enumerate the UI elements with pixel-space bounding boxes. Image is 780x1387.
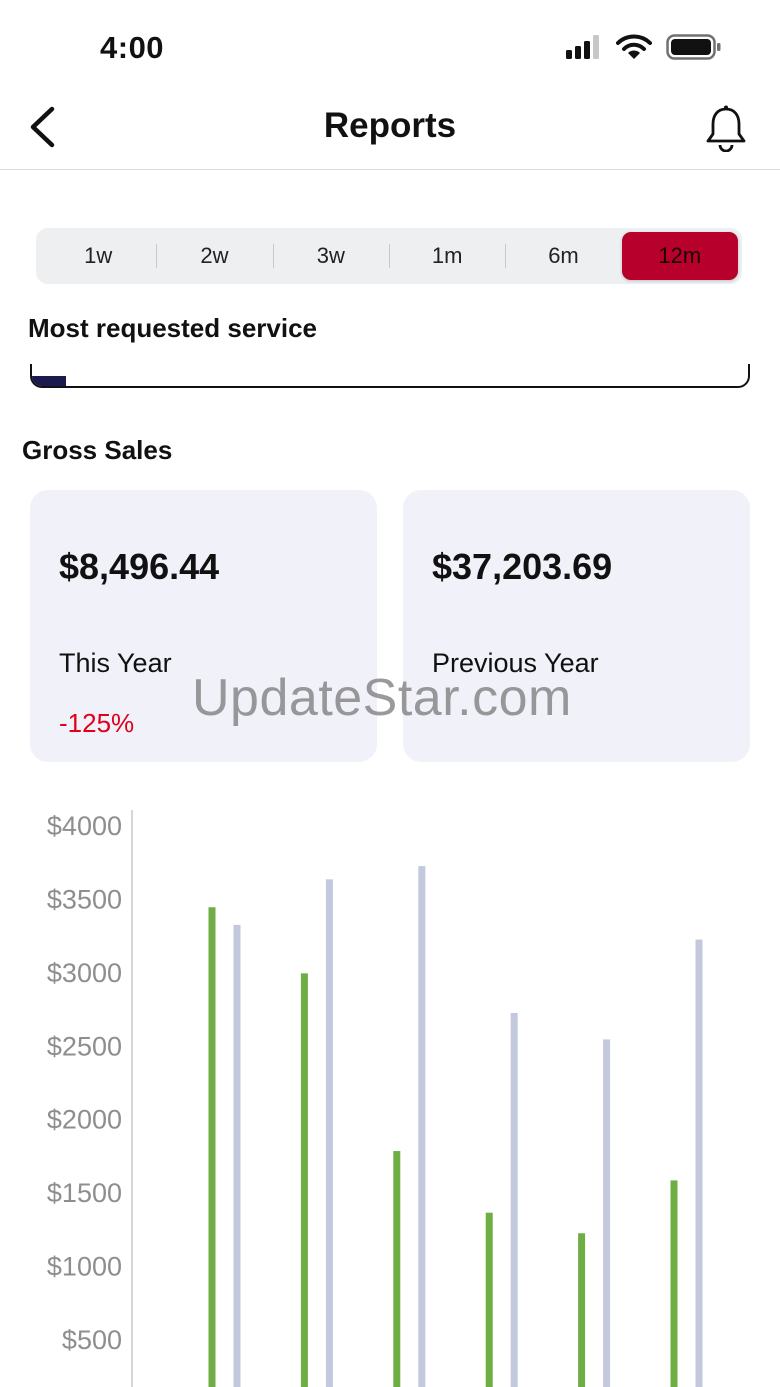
back-button[interactable]: [22, 106, 62, 152]
y-tick-label: $3000: [47, 958, 122, 988]
previous-year-amount: $37,203.69: [432, 546, 613, 587]
y-tick-label: $4000: [47, 811, 122, 841]
this-year-change: -125%: [59, 708, 135, 738]
tab-6m[interactable]: 6m: [505, 232, 621, 280]
this-year-bar: [578, 1233, 586, 1387]
tab-2w[interactable]: 2w: [156, 232, 272, 280]
previous-year-bar: [325, 879, 333, 1387]
this-year-bar: [208, 907, 216, 1387]
notifications-button[interactable]: [702, 104, 750, 156]
y-tick-label: $2500: [47, 1031, 122, 1061]
nav-bar: Reports: [0, 100, 780, 170]
previous-year-bar: [418, 866, 426, 1387]
this-year-bar: [300, 973, 308, 1387]
this-year-card: $8,496.44 This Year -125%: [30, 490, 377, 762]
page-title: Reports: [323, 106, 457, 145]
y-tick-label: $3500: [47, 884, 122, 914]
previous-year-card: $37,203.69 Previous Year: [403, 490, 750, 762]
most-requested-heading: Most requested service: [28, 313, 318, 343]
tab-1m[interactable]: 1m: [388, 232, 505, 280]
status-time: 4:00: [100, 30, 165, 65]
chevron-left-icon: [28, 106, 56, 153]
y-tick-label: $2000: [47, 1105, 122, 1135]
gross-sales-chart-svg: $500 $1000 $1500 $2000 $2500 $3000 $3500 $4000: [47, 810, 703, 1387]
wifi-icon: [616, 34, 652, 65]
service-bar-fill: [32, 376, 66, 386]
tab-12m[interactable]: 12m: [621, 232, 738, 280]
previous-year-bar: [233, 924, 241, 1387]
status-icons: [566, 34, 722, 65]
cellular-signal-icon: [566, 35, 602, 64]
tab-3w[interactable]: 3w: [272, 232, 389, 280]
status-bar: 4:00: [0, 0, 780, 100]
previous-year-bar: [695, 939, 703, 1387]
gross-sales-heading: Gross Sales: [22, 435, 173, 465]
previous-year-bar: [603, 1039, 611, 1387]
y-tick-label: $1000: [47, 1252, 122, 1282]
this-year-bar: [670, 1180, 678, 1387]
battery-icon: [666, 34, 722, 65]
tab-1w[interactable]: 1w: [84, 243, 113, 268]
this-year-amount: $8,496.44: [59, 546, 220, 587]
previous-year-bar: [510, 1012, 518, 1387]
this-year-bar: [393, 1151, 401, 1387]
y-tick-label: $1500: [47, 1178, 122, 1208]
previous-year-label: Previous Year: [432, 648, 599, 678]
gross-sales-chart: $500 $1000 $1500 $2000 $2500 $3000 $3500 $4000: [0, 790, 780, 1387]
range-selector: 1w 2w 3w 1m 6m 12m: [36, 228, 742, 284]
this-year-label: This Year: [59, 648, 172, 678]
bell-icon: [706, 104, 746, 157]
y-tick-label: $500: [62, 1325, 122, 1355]
most-requested-service-bar: [30, 364, 750, 388]
this-year-bar: [485, 1212, 493, 1387]
